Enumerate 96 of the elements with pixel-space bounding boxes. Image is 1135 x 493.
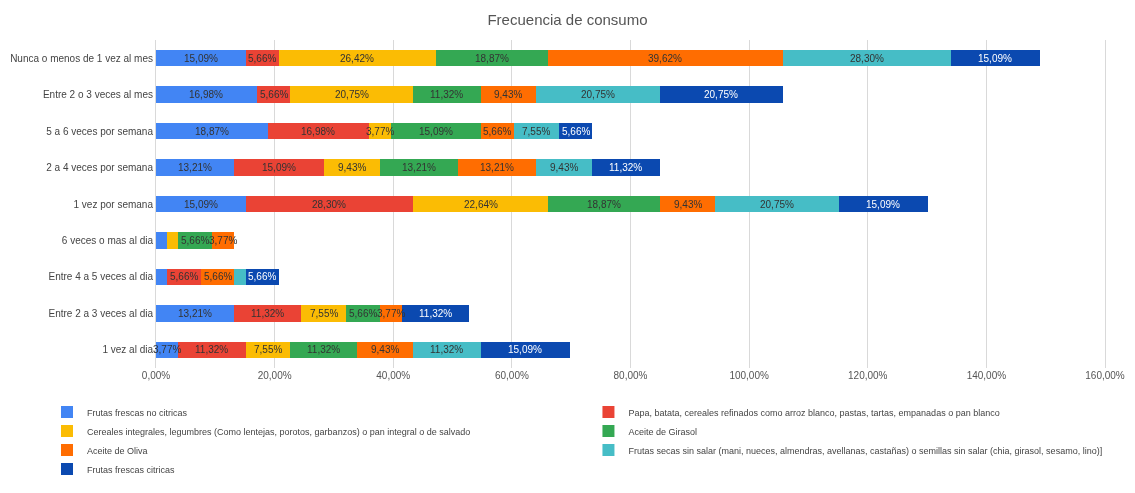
data-label: 5,66% [248, 271, 277, 282]
legend-label: Frutas frescas no citricas [87, 407, 188, 418]
bar [279, 50, 436, 67]
bar [167, 232, 179, 249]
y-tick-label: 1 vez al dia [102, 344, 154, 356]
data-label: 11,32% [251, 308, 285, 319]
bar [234, 268, 246, 286]
data-label: 13,21% [178, 308, 213, 319]
data-label: 15,09% [866, 199, 901, 210]
x-tick-label: 80,00% [613, 370, 648, 381]
bar [592, 159, 660, 176]
data-label: 5,66% [248, 53, 277, 64]
bar [536, 86, 660, 103]
data-label: 7,55% [254, 344, 283, 355]
y-tick-label: 1 vez por semana [73, 198, 154, 210]
data-label: 15,09% [419, 126, 454, 137]
data-label: 26,42% [340, 53, 375, 64]
legend-label: Frutas secas sin salar (mani, nueces, almendras, avellanas, castañas) o semillas sin salar (chia, girasol, sesamo, lino)] [628, 445, 1103, 456]
bar [156, 86, 257, 103]
data-label: 9,43% [338, 162, 367, 173]
data-label: 9,43% [494, 89, 523, 100]
legend-label: Aceite de Girasol [628, 426, 697, 437]
bar [156, 232, 168, 249]
bar [234, 159, 324, 176]
data-label: 5,66% [349, 308, 378, 319]
data-label: 5,66% [170, 271, 199, 282]
data-label: 18,87% [587, 199, 622, 210]
bar [379, 159, 459, 176]
x-tick-label: 20,00% [257, 370, 292, 381]
data-label: 11,32% [307, 344, 341, 355]
data-label: 11,32% [430, 89, 464, 100]
legend-label: Frutas frescas citricas [87, 464, 176, 475]
bar [156, 159, 235, 176]
data-label: 9,43% [371, 344, 400, 355]
data-label: 11,32% [195, 344, 229, 355]
data-label: 13,21% [480, 162, 515, 173]
bar [458, 159, 537, 176]
data-label: 5,66% [483, 126, 512, 137]
data-label: 7,55% [310, 308, 339, 319]
x-tick-label: 120,00% [848, 370, 888, 381]
data-label: 9,43% [550, 162, 579, 173]
data-label: 5,66% [260, 89, 289, 100]
data-label: 15,09% [508, 344, 543, 355]
data-label: 15,09% [184, 53, 219, 64]
data-label: 28,30% [850, 53, 885, 64]
y-tick-label: 2 a 4 veces por semana [46, 162, 154, 174]
data-label: 13,21% [178, 162, 213, 173]
data-label: 9,43% [674, 199, 703, 210]
data-label: 15,09% [184, 199, 219, 210]
y-tick-label: Entre 2 a 3 veces al dia [48, 307, 154, 319]
data-label: 7,55% [522, 126, 551, 137]
data-label: 15,09% [262, 162, 297, 173]
bar [156, 268, 168, 286]
bar [245, 195, 414, 213]
x-tick-label: 40,00% [376, 370, 411, 381]
x-tick-label: 100,00% [729, 370, 769, 381]
data-label: 20,75% [704, 89, 739, 100]
data-label: 39,62% [648, 53, 683, 64]
data-label: 18,87% [475, 53, 510, 64]
bar [290, 86, 414, 103]
y-tick-label: 5 a 6 veces por semana [46, 125, 154, 137]
data-label: 15,09% [978, 53, 1013, 64]
bar [782, 50, 951, 67]
data-label: 13,21% [402, 162, 437, 173]
data-label: 20,75% [581, 89, 616, 100]
x-tick-label: 160,00% [1085, 370, 1125, 381]
legend-label: Aceite de Oliva [87, 445, 148, 456]
data-label: 16,98% [189, 89, 224, 100]
data-label: 11,32% [609, 162, 643, 173]
y-tick-label: Entre 2 o 3 veces al mes [42, 89, 153, 101]
bar [156, 305, 235, 322]
x-tick-label: 0,00% [141, 370, 171, 381]
y-tick-label: Nunca o menos de 1 vez al mes [10, 52, 153, 64]
data-label: 5,66% [204, 271, 233, 282]
y-tick-label: Entre 4 a 5 veces al dia [48, 271, 154, 283]
bar [659, 86, 783, 103]
x-tick-label: 140,00% [966, 370, 1007, 381]
data-label: 28,30% [312, 199, 347, 210]
data-label: 20,75% [335, 89, 370, 100]
data-label: 22,64% [464, 199, 499, 210]
bar [715, 195, 839, 213]
legend-label: Cereales integrales, legumbres (Como lentejas, porotos, garbanzos) o pan integral o de salvado [87, 426, 471, 437]
data-label: 11,32% [430, 344, 464, 355]
bar [547, 50, 783, 67]
data-label: 18,87% [195, 126, 230, 137]
data-label: 5,66% [181, 235, 210, 246]
data-label: 20,75% [760, 199, 795, 210]
bar [413, 195, 548, 213]
legend-label: Papa, batata, cereales refinados como arroz blanco, pastas, tartas, empanadas o pan blanco [628, 407, 1000, 418]
chart-title: Frecuencia de consumo [487, 11, 648, 29]
y-tick-label: 6 veces o mas al dia [61, 234, 154, 246]
data-label: 5,66% [562, 126, 591, 137]
bar [413, 86, 481, 103]
x-tick-label: 60,00% [494, 370, 529, 381]
data-label: 11,32% [419, 308, 453, 319]
data-label: 16,98% [301, 126, 336, 137]
